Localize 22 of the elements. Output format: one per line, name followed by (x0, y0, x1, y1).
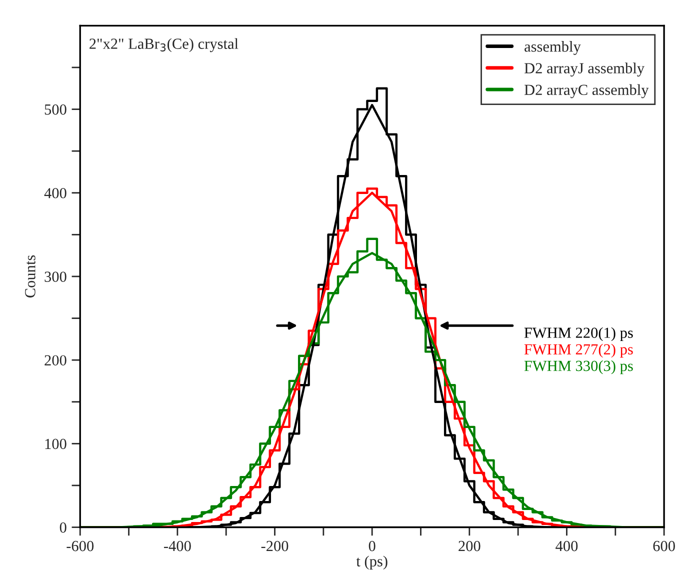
y-tick-label: 400 (44, 188, 66, 198)
legend-label: D2 arrayC assembly (524, 84, 649, 98)
y-tick-label: 0 (60, 522, 66, 533)
x-tick-label: -600 (66, 540, 94, 552)
y-tick-label: 300 (44, 272, 66, 282)
x-tick-label: 200 (458, 540, 480, 552)
annotation: FWHM 220(1) ps (524, 327, 633, 342)
x-axis-title: t (ps) (356, 556, 388, 570)
y-axis-title: Counts (25, 255, 36, 298)
legend-label: D2 arrayJ assembly (524, 62, 644, 77)
x-tick-label: -400 (164, 540, 191, 552)
annotation: FWHM 277(2) ps (524, 344, 633, 358)
y-tick-label: 200 (44, 355, 66, 366)
annotation: 2"x2" LaBr$_{3}$(Ce) crystal (90, 38, 238, 52)
annotation: FWHM 330(3) ps (524, 360, 633, 374)
x-tick-label: 0 (368, 540, 376, 552)
legend-label: assembly (524, 41, 581, 55)
x-tick-label: -200 (261, 540, 288, 552)
x-tick-label: 600 (653, 540, 675, 552)
y-tick-label: 500 (44, 104, 66, 115)
x-tick-label: 400 (556, 540, 578, 552)
y-tick-label: 100 (45, 438, 66, 450)
